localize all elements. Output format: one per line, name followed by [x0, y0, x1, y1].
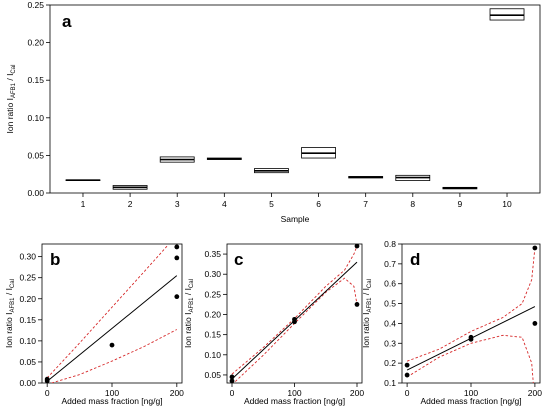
y-tick-label: 0.05 — [27, 150, 44, 160]
plot-frame — [41, 243, 183, 384]
panel-d: 0.1 0.2 0.3 0.4 0.5 0.6 0.7 0.8 d Added mass frac… — [384, 239, 542, 406]
x-tick-label: 3 — [175, 199, 180, 209]
ci-lower-line — [233, 277, 358, 383]
y-tick-label: 0.6 — [384, 279, 396, 289]
data-point — [532, 321, 538, 326]
x-axis-label: Sample — [281, 214, 310, 224]
data-point — [44, 376, 50, 382]
x-tick-label: 200 — [528, 388, 542, 398]
data-point — [174, 244, 180, 250]
ci-lower-line — [49, 329, 178, 383]
x-axis-label: Added mass fraction [ng/g] — [420, 396, 521, 406]
ci-upper-line — [231, 245, 358, 375]
x-axis-label: Added mass fraction [ng/g] — [61, 396, 162, 406]
data-point — [174, 294, 180, 300]
panel-label: c — [234, 250, 243, 269]
x-tick-label: 0 — [230, 388, 235, 398]
y-tick-label: 0.3 — [384, 338, 396, 348]
data-point — [174, 255, 180, 261]
x-tick-label: 8 — [410, 199, 415, 209]
y-tick-label: 0.2 — [384, 358, 396, 368]
x-tick-label: 7 — [363, 199, 368, 209]
panel-label: b — [50, 250, 60, 269]
data-point — [532, 245, 538, 251]
x-tick-label: 200 — [350, 388, 364, 398]
fit-line — [46, 275, 178, 382]
x-tick-label: 0 — [405, 388, 410, 398]
x-tick-label: 5 — [269, 199, 274, 209]
y-tick-label: 0.05 — [19, 357, 36, 367]
y-axis-label-0: Ion ratio IAFB1 / ICal — [5, 65, 17, 134]
y-tick-label: 0.00 — [19, 378, 36, 388]
data-point — [354, 302, 360, 307]
x-tick-label: 2 — [128, 199, 133, 209]
y-tick-label: 0.25 — [204, 289, 221, 299]
y-axis-label-2: Ion ratio IAFB1 / ICal — [183, 279, 195, 348]
y-tick-label: 0.20 — [27, 38, 44, 48]
y-tick-label: 0.25 — [27, 0, 44, 10]
y-tick-label: 0.4 — [384, 318, 396, 328]
data-point — [354, 244, 360, 249]
y-tick-label: 0.15 — [27, 75, 44, 85]
y-tick-label: 0.10 — [204, 350, 221, 360]
ci-upper-line — [46, 245, 168, 379]
y-tick-label: 0.20 — [204, 310, 221, 320]
y-tick-label: 0.25 — [19, 273, 36, 283]
x-tick-label: 10 — [502, 199, 512, 209]
ci-lower-line — [406, 334, 534, 383]
x-tick-label: 0 — [45, 388, 50, 398]
data-point — [404, 362, 410, 368]
panel-label: a — [62, 12, 72, 31]
data-point — [468, 334, 474, 340]
plot-area — [404, 245, 538, 383]
data-point — [292, 316, 297, 322]
x-tick-label: 100 — [464, 388, 478, 398]
y-tick-label: 0.05 — [204, 370, 221, 380]
plot-area — [44, 244, 180, 383]
y-tick-label: 0.15 — [204, 330, 221, 340]
x-tick-label: 6 — [316, 199, 321, 209]
data-point — [229, 378, 235, 383]
panel-label: d — [410, 250, 420, 269]
plot-frame — [49, 4, 541, 194]
x-tick-label: 9 — [458, 199, 463, 209]
y-tick-label: 0.8 — [384, 239, 396, 249]
plot-area — [229, 244, 360, 383]
x-tick-label: 100 — [105, 388, 119, 398]
y-tick-label: 0.10 — [27, 113, 44, 123]
y-tick-label: 0.35 — [204, 249, 221, 259]
ci-upper-line — [406, 247, 536, 362]
y-tick-label: 0.7 — [384, 259, 396, 269]
panel-a: 0.00 0.05 0.10 0.15 0.20 0.25 a Sample 1 2 3 4 5 6 7 8 9… — [27, 0, 541, 224]
data-point — [229, 374, 235, 380]
y-axis-label-3: Ion ratio IAFB1 / ICal — [361, 279, 373, 348]
panel-c: 0.05 0.10 0.15 0.20 0.25 0.30 0.35 c Added mass … — [204, 243, 364, 406]
x-tick-label: 100 — [287, 388, 301, 398]
y-tick-label: 0.5 — [384, 299, 396, 309]
plot-frame — [226, 243, 363, 384]
y-axis-label-1: Ion ratio IAFB1 / ICal — [4, 279, 16, 348]
y-tick-label: 0.30 — [19, 252, 36, 262]
y-tick-label: 0.00 — [27, 188, 44, 198]
x-tick-label: 4 — [222, 199, 227, 209]
x-axis-label: Added mass fraction [ng/g] — [244, 396, 345, 406]
y-tick-label: 0.30 — [204, 269, 221, 279]
data-point — [404, 372, 410, 378]
y-tick-label: 0.1 — [384, 378, 396, 388]
y-tick-label: 0.20 — [19, 294, 36, 304]
data-point — [109, 342, 115, 348]
x-tick-label: 200 — [170, 388, 184, 398]
y-tick-label: 0.15 — [19, 315, 36, 325]
panel-b: 0.00 0.05 0.10 0.15 0.20 0.25 0.30 b Added mass … — [19, 243, 184, 406]
x-tick-label: 1 — [81, 199, 86, 209]
y-tick-label: 0.10 — [19, 336, 36, 346]
